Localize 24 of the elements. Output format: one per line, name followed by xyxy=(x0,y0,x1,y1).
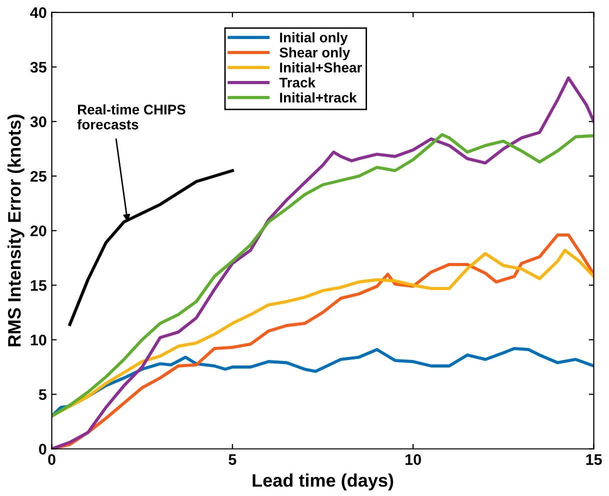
x-tick-label: 10 xyxy=(406,454,421,465)
y-axis-title: RMS Intensity Error (knots) xyxy=(8,114,24,346)
x-axis-title: Lead time (days) xyxy=(252,474,394,490)
line-series xyxy=(68,169,234,326)
x-tick-label: 0 xyxy=(48,454,56,465)
y-tick-label: 10 xyxy=(30,334,46,346)
y-tick-label: 25 xyxy=(30,170,46,182)
y-tick-label: 40 xyxy=(30,7,46,18)
annotation: Real-time CHIPS forecasts xyxy=(77,104,186,130)
y-tick-label: 5 xyxy=(38,389,46,400)
legend-label: Initial only xyxy=(280,32,348,46)
x-tick-label: 15 xyxy=(586,454,602,465)
y-tick-label: 30 xyxy=(30,116,46,128)
y-tick-label: 35 xyxy=(30,62,46,73)
line-series xyxy=(52,133,594,418)
y-tick-label: 0 xyxy=(39,444,46,455)
y-tick-label: 15 xyxy=(30,280,46,291)
y-tick-label: 20 xyxy=(30,226,46,236)
legend-label: Track xyxy=(279,77,316,88)
legend-label: Initial+track xyxy=(280,92,357,103)
legend-label: Shear only xyxy=(280,47,350,60)
line-series xyxy=(52,248,594,418)
x-tick-label: 5 xyxy=(228,454,236,465)
legend-label: Initial+Shear xyxy=(280,62,362,73)
